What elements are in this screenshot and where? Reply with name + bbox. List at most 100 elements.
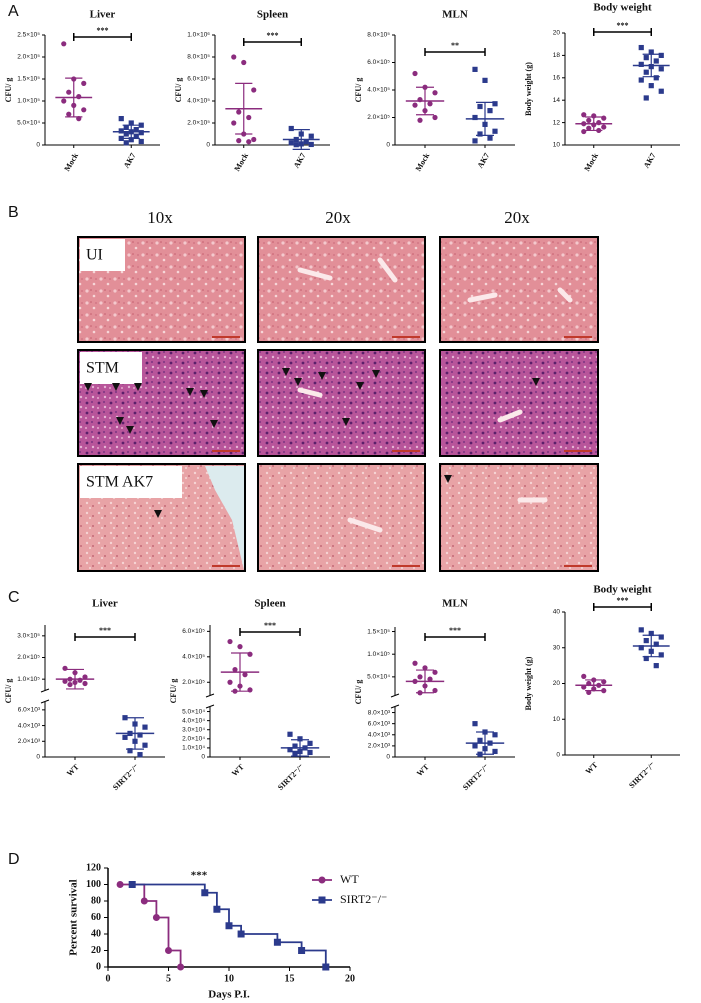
point bbox=[658, 634, 664, 640]
point bbox=[288, 140, 294, 146]
y-tick-label: 0 bbox=[96, 961, 101, 972]
point bbox=[138, 130, 144, 136]
point bbox=[273, 938, 281, 946]
y-axis-label: Body weight (g) bbox=[524, 62, 533, 116]
point bbox=[292, 743, 298, 749]
x-tick-label: SIRT2⁻/⁻ bbox=[276, 762, 306, 792]
significance: *** bbox=[264, 621, 276, 630]
point bbox=[123, 124, 129, 130]
column-header: 20x bbox=[325, 208, 351, 227]
point bbox=[298, 947, 306, 954]
y-axis-label: Body weight (g) bbox=[524, 656, 533, 710]
chart-title: MLN bbox=[442, 9, 468, 21]
point bbox=[128, 120, 134, 126]
significance: *** bbox=[617, 21, 629, 30]
point bbox=[152, 914, 160, 921]
point bbox=[653, 75, 659, 81]
y-tick-label: 8.0×10⁵ bbox=[187, 54, 210, 61]
chart-title: Body weight bbox=[593, 584, 652, 596]
point bbox=[246, 139, 252, 145]
point bbox=[653, 641, 659, 647]
x-tick-label: 15 bbox=[285, 973, 295, 984]
point bbox=[138, 138, 144, 145]
significance: *** bbox=[267, 31, 279, 40]
y-tick-label: 12 bbox=[553, 119, 561, 126]
image bbox=[439, 236, 599, 343]
point bbox=[81, 107, 87, 113]
point bbox=[236, 138, 242, 144]
point bbox=[653, 58, 659, 64]
significance: *** bbox=[449, 626, 461, 635]
point bbox=[643, 655, 649, 662]
y-tick-label: 0 bbox=[556, 752, 560, 759]
y-tick-label: 5.0×10⁴ bbox=[182, 708, 205, 715]
y-tick-label: 20 bbox=[553, 30, 561, 37]
x-tick-label: SIRT2⁻/⁻ bbox=[111, 762, 141, 792]
point bbox=[251, 136, 257, 143]
point bbox=[492, 101, 498, 107]
point bbox=[643, 55, 649, 61]
image bbox=[257, 236, 426, 343]
y-tick-label: 2.0×10⁵ bbox=[367, 114, 390, 121]
point bbox=[123, 140, 129, 146]
point bbox=[586, 117, 592, 123]
point bbox=[472, 114, 478, 121]
point bbox=[477, 103, 483, 110]
legend-label: SIRT2⁻/⁻ bbox=[340, 892, 387, 906]
significance: *** bbox=[99, 626, 111, 635]
y-tick-label: 2.0×10⁵ bbox=[187, 120, 210, 127]
error-bar bbox=[292, 129, 310, 150]
point bbox=[292, 750, 298, 756]
point bbox=[287, 747, 293, 753]
point bbox=[658, 88, 664, 94]
point bbox=[422, 665, 428, 671]
significance-bracket bbox=[239, 628, 301, 636]
point bbox=[61, 41, 67, 47]
error-bar bbox=[235, 82, 253, 135]
image bbox=[439, 349, 599, 457]
image bbox=[439, 463, 599, 572]
point bbox=[128, 137, 134, 143]
y-tick-label: 10 bbox=[553, 716, 561, 723]
y-tick-label: 4.0×10⁵ bbox=[367, 87, 390, 94]
point bbox=[643, 69, 649, 75]
point bbox=[76, 94, 82, 100]
background bbox=[205, 466, 244, 570]
histology-images bbox=[77, 236, 599, 572]
y-tick-label: 4.0×10⁵ bbox=[187, 98, 210, 105]
x-tick-label: WT bbox=[65, 762, 81, 778]
y-tick-label: 2.0×10⁵ bbox=[17, 654, 40, 661]
column-header: 10x bbox=[147, 208, 173, 227]
point bbox=[417, 674, 423, 680]
y-tick-label: 1.0×10⁶ bbox=[187, 32, 210, 39]
point bbox=[61, 98, 67, 104]
significance: *** bbox=[97, 26, 109, 35]
y-tick-label: 1.5×10⁵ bbox=[17, 76, 40, 83]
y-tick-label: 5.0×10⁴ bbox=[17, 120, 40, 127]
y-axis-label: CFU/ g bbox=[4, 78, 13, 103]
point bbox=[643, 95, 649, 101]
point bbox=[137, 732, 143, 738]
significance-bracket bbox=[593, 603, 652, 611]
point bbox=[648, 49, 654, 55]
point bbox=[581, 128, 587, 135]
y-tick-label: 4.0×10³ bbox=[368, 731, 391, 738]
y-tick-label: 100 bbox=[86, 879, 101, 890]
y-tick-label: 0 bbox=[36, 754, 40, 761]
scale-bar bbox=[212, 336, 592, 567]
point bbox=[177, 963, 185, 971]
point bbox=[658, 652, 664, 658]
row-label: STM AK7 bbox=[86, 474, 153, 491]
point bbox=[142, 742, 148, 748]
significance-bracket bbox=[74, 633, 136, 641]
x-tick-label: SIRT2⁻/⁻ bbox=[627, 760, 657, 790]
y-tick-label: 8.0×10³ bbox=[368, 709, 391, 716]
axis-break bbox=[205, 693, 215, 709]
legend-marker bbox=[318, 876, 326, 884]
y-tick-label: 2.0×10⁵ bbox=[182, 679, 205, 686]
y-tick-label: 2.0×10³ bbox=[368, 743, 391, 750]
point bbox=[487, 135, 493, 141]
error-bar bbox=[231, 652, 249, 692]
point bbox=[472, 721, 478, 727]
point bbox=[67, 681, 73, 688]
